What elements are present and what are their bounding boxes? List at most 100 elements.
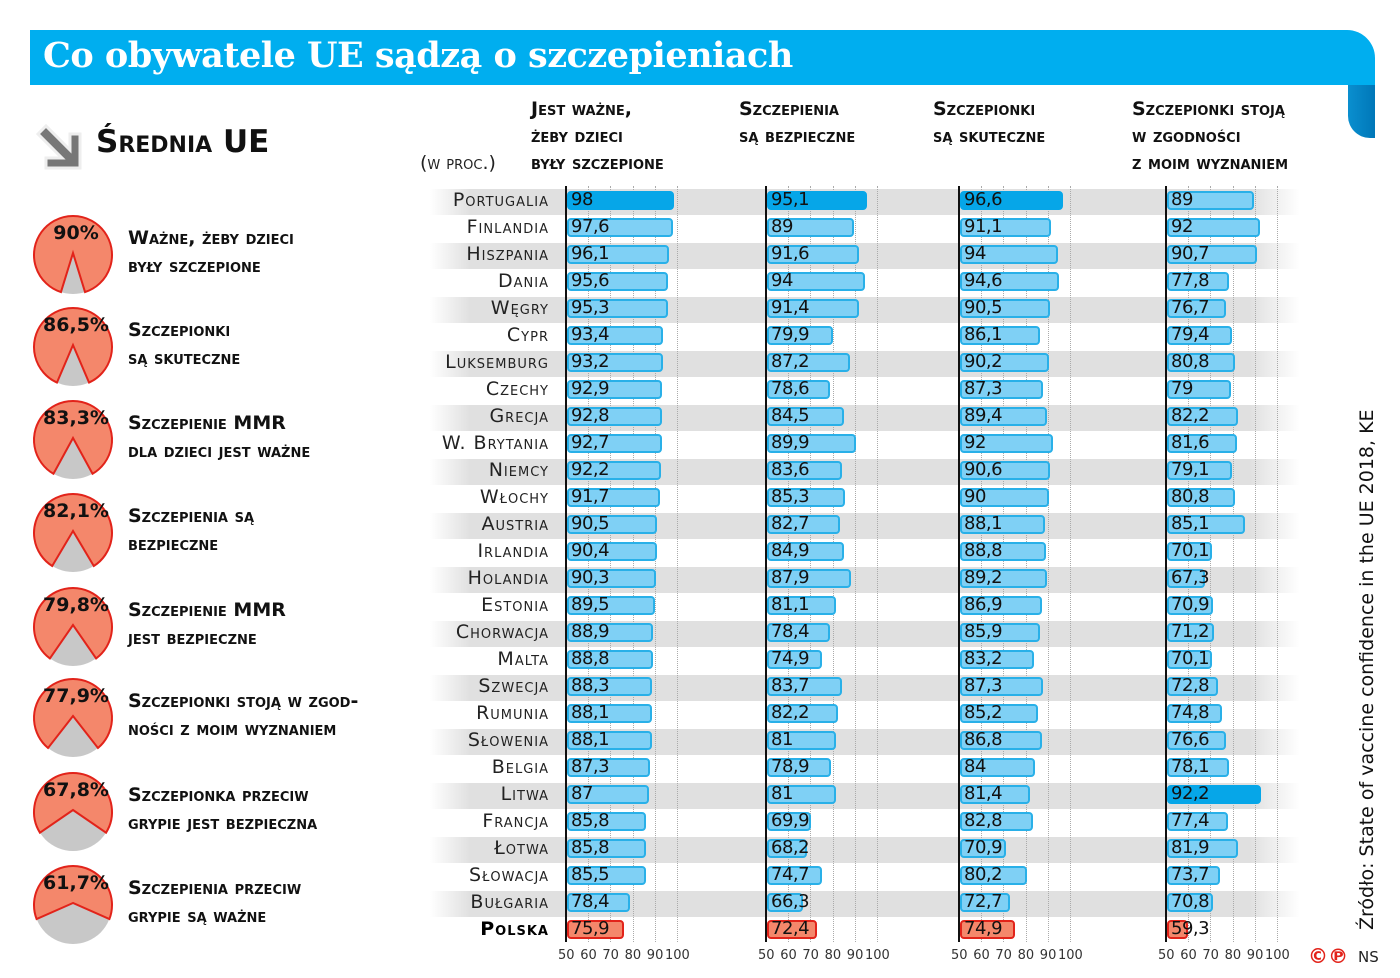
gridline (854, 186, 856, 942)
bar (567, 893, 631, 912)
bar-value-label: 74,7 (771, 864, 810, 885)
bar-value-label: 90,4 (571, 540, 610, 561)
tick-label: 60 (580, 948, 597, 963)
author-initials: NS (1358, 948, 1379, 966)
column-header-line: żeby dzieci (531, 125, 623, 147)
bar (960, 623, 1040, 642)
bar (1167, 353, 1236, 372)
bar-value-label: 96,1 (571, 243, 610, 264)
bar (960, 893, 1011, 912)
country-label: Holandia (467, 567, 549, 589)
pie-percent: 79,8% (43, 594, 109, 616)
bar-value-label: 90,5 (571, 513, 610, 534)
bar (767, 677, 842, 696)
bar (960, 920, 1016, 939)
bar (1167, 785, 1261, 804)
gridline (1070, 186, 1071, 942)
eu-average-label: Szczepionki są skuteczne (128, 316, 240, 372)
bar-value-label: 78,9 (771, 756, 810, 777)
bar-value-label: 87 (571, 783, 593, 804)
bar-value-label: 73,7 (1171, 864, 1210, 885)
gridline (654, 186, 656, 942)
bar-value-label: 95,3 (571, 297, 610, 318)
pie-percent: 77,9% (43, 685, 109, 707)
tick-label: 60 (973, 948, 990, 963)
column-header: Jest ważne, żeby dzieci były szczepione (531, 96, 664, 177)
bar (960, 569, 1048, 588)
bar (767, 893, 804, 912)
country-label: Litwa (500, 783, 549, 805)
bar (767, 488, 846, 507)
country-label: Słowacja (469, 864, 549, 886)
tick-label: 100 (1265, 948, 1290, 963)
tick-label: 80 (824, 948, 842, 963)
bar (1167, 245, 1258, 264)
bar-value-label: 85,3 (771, 486, 810, 507)
bar (960, 299, 1050, 318)
bar (567, 434, 662, 453)
bar-value-label: 78,1 (1171, 756, 1210, 777)
bar (567, 326, 664, 345)
country-label: Słowenia (467, 729, 549, 751)
column-header-line (739, 150, 855, 177)
bar-value-label: 90,7 (1171, 243, 1210, 264)
bar-value-label: 88,1 (964, 513, 1003, 534)
bar-value-label: 81 (771, 783, 793, 804)
tick-label: 70 (802, 948, 819, 963)
bar-value-label: 86,9 (964, 594, 1003, 615)
bar (1167, 839, 1238, 858)
bar (1167, 218, 1261, 237)
bar-value-label: 68,2 (771, 837, 810, 858)
bar-value-label: 70,1 (1171, 540, 1210, 561)
bar-value-label: 92,2 (1171, 783, 1210, 804)
bar-value-label: 91,6 (771, 243, 810, 264)
bar (567, 623, 654, 642)
gridline (832, 186, 834, 942)
tick-label: 80 (1017, 948, 1035, 963)
bar (767, 380, 831, 399)
gridline (877, 186, 878, 942)
bar (1167, 893, 1214, 912)
bar-value-label: 72,8 (1171, 675, 1210, 696)
country-label: W. Brytania (441, 432, 549, 454)
pie-percent: 90% (53, 222, 99, 244)
column-header-line: z moim wyznaniem (1132, 152, 1289, 174)
eu-average-label: Szczepienie MMR jest bezpieczne (128, 596, 286, 652)
bar (1167, 920, 1188, 939)
bar-value-label: 70,9 (1171, 594, 1210, 615)
bar (1167, 515, 1245, 534)
bar (567, 272, 669, 291)
eu-average-label: Szczepionki stoją w zgod-ności z moim wy… (128, 687, 358, 743)
eu-average-heading: Średnia UE (96, 124, 270, 160)
eu-average-label: Szczepienie MMR dla dzieci jest ważne (128, 409, 310, 465)
tick-label: 80 (1224, 948, 1242, 963)
country-label: Portugalia (452, 189, 549, 211)
bar (767, 785, 836, 804)
bar (960, 866, 1028, 885)
bar (567, 785, 650, 804)
bar (767, 758, 832, 777)
bar-value-label: 96,6 (964, 189, 1003, 210)
bar-value-label: 88,1 (571, 729, 610, 750)
bar-value-label: 90,3 (571, 567, 610, 588)
bar (767, 569, 852, 588)
eu-average-item: 67,8% Szczepionka przeciw grypie jest bezp… (30, 767, 430, 857)
bar (1167, 380, 1232, 399)
bar-value-label: 78,6 (771, 378, 810, 399)
bar (567, 380, 663, 399)
label-line: są skuteczne (128, 347, 241, 369)
bar (567, 191, 674, 210)
pie-chart (33, 587, 113, 666)
bar (1167, 812, 1228, 831)
pie-slice (33, 772, 113, 835)
bar-value-label: 93,2 (571, 351, 610, 372)
country-label: Francja (482, 810, 549, 832)
tick-label: 50 (951, 948, 968, 963)
bar (1167, 461, 1232, 480)
tick-label: 50 (758, 948, 775, 963)
eu-average-item: 79,8% Szczepienie MMR jest bezpieczne (30, 582, 430, 672)
pie-chart (33, 307, 113, 386)
bar (1167, 191, 1254, 210)
label-line: bezpieczne (128, 533, 219, 555)
bar (767, 623, 831, 642)
